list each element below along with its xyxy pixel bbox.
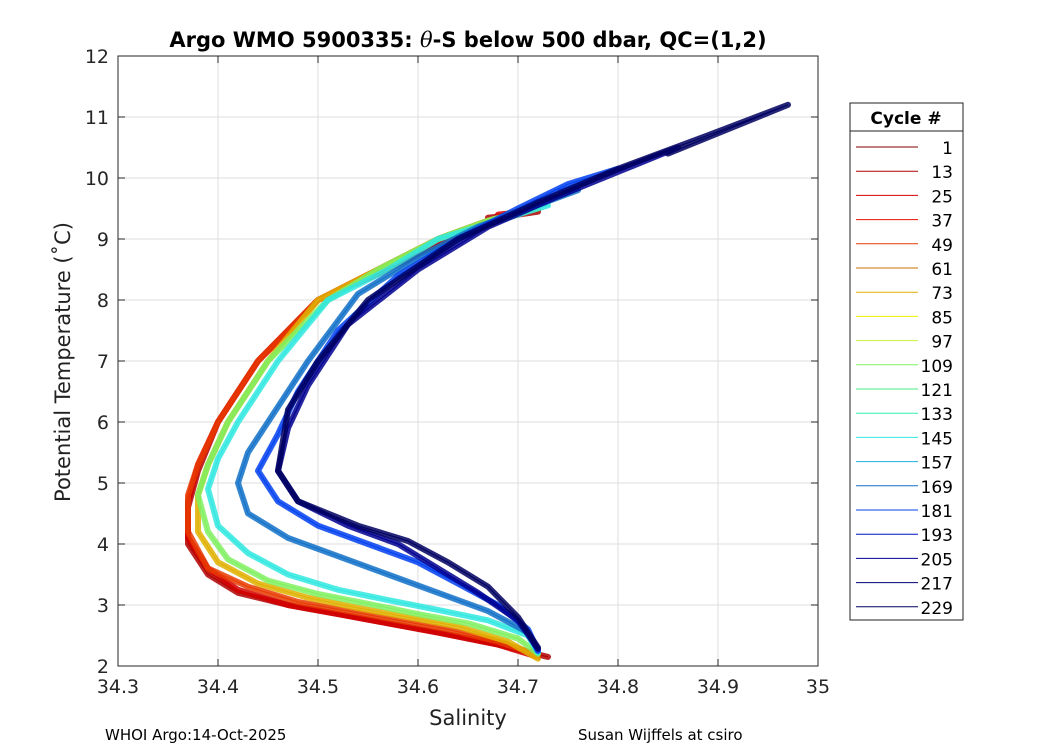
- x-tick-label: 34.4: [197, 676, 239, 698]
- y-axis-label: Potential Temperature (˚C): [51, 222, 75, 502]
- footer-credit: Susan Wijffels at csiro: [578, 726, 743, 744]
- x-axis-label: Salinity: [429, 706, 507, 730]
- y-tick-label: 4: [97, 534, 109, 556]
- legend-label: 121: [921, 381, 953, 401]
- y-tick-label: 10: [85, 168, 109, 190]
- legend-label: 169: [921, 478, 953, 498]
- legend-label: 133: [921, 405, 953, 425]
- y-tick-label: 5: [97, 473, 109, 495]
- legend-title: Cycle #: [870, 109, 941, 129]
- y-tick-label: 3: [97, 595, 109, 617]
- series-group: [185, 101, 791, 662]
- legend-label: 109: [921, 357, 953, 377]
- x-tick-label: 34.9: [697, 676, 739, 698]
- x-tick-label: 34.6: [397, 676, 439, 698]
- footer-source: WHOI Argo:14-Oct-2025: [105, 726, 287, 744]
- legend-label: 49: [931, 236, 953, 256]
- legend-label: 217: [921, 575, 953, 595]
- series-edge-9: [277, 104, 789, 648]
- x-tick-label: 34.3: [97, 676, 139, 698]
- x-tick-label: 34.8: [597, 676, 639, 698]
- chart-title-theta: θ: [420, 28, 433, 52]
- chart-title-suffix: -S below 500 dbar, QC=(1,2): [433, 28, 767, 52]
- chart-title-prefix: Argo WMO 5900335:: [169, 28, 420, 52]
- x-tick-label: 34.5: [297, 676, 339, 698]
- y-tick-label: 8: [97, 290, 109, 312]
- legend-entries: 1 13 25 37 49 61 73 85 97 109 121 133 145 157 169 181 19…: [856, 139, 953, 619]
- legend-label: 193: [921, 526, 953, 546]
- series-edge-5: [207, 204, 549, 653]
- y-tick-label: 9: [97, 229, 109, 251]
- y-tick-label: 2: [97, 656, 109, 678]
- legend-label: 73: [931, 284, 953, 304]
- legend: Cycle # 1 13 25 37 49 61 73 85 97 109 121 133 145 157…: [849, 102, 964, 621]
- legend-label: 61: [931, 260, 953, 280]
- x-tick-label: 34.7: [497, 676, 539, 698]
- legend-label: 181: [921, 502, 953, 522]
- y-tick-label: 7: [97, 351, 109, 373]
- x-tick-label: 35: [806, 676, 830, 698]
- plot-area: 34.3 34.4 34.5 34.6 34.7 34.8 34.9 35 2 3 4 5 6 7 8 9 10…: [85, 46, 830, 698]
- legend-label: 13: [931, 163, 953, 183]
- legend-label: 85: [931, 308, 953, 328]
- y-tick-label: 11: [85, 107, 109, 129]
- legend-label: 157: [921, 454, 953, 474]
- legend-label: 229: [921, 599, 953, 619]
- legend-label: 205: [921, 550, 953, 570]
- chart-title: Argo WMO 5900335: θ-S below 500 dbar, QC…: [169, 28, 766, 52]
- legend-label: 1: [942, 139, 953, 159]
- y-tick-label: 6: [97, 412, 109, 434]
- legend-label: 145: [921, 429, 953, 449]
- legend-label: 25: [931, 187, 953, 207]
- legend-label: 97: [931, 333, 953, 353]
- legend-label: 37: [931, 212, 953, 232]
- y-tick-label: 12: [85, 46, 109, 68]
